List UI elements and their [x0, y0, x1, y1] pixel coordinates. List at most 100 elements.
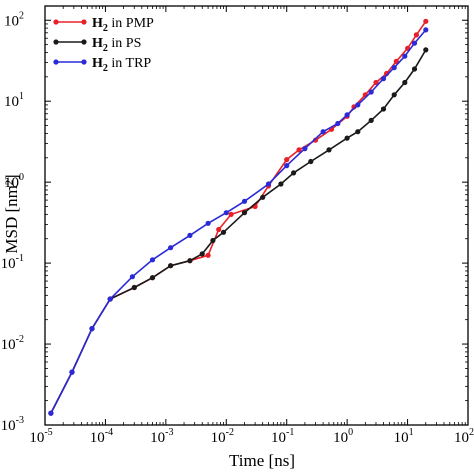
- data-point: [228, 211, 234, 217]
- legend-label: H2 in PS: [92, 36, 141, 54]
- data-point: [368, 117, 374, 123]
- x-tick-label: 10-1: [271, 427, 294, 446]
- data-point: [48, 410, 54, 416]
- data-point: [423, 18, 429, 24]
- data-point: [220, 229, 227, 235]
- y-tick-label: 102: [4, 10, 24, 29]
- data-point: [284, 163, 290, 169]
- data-point: [302, 146, 308, 152]
- y-tick-label: 10-3: [1, 415, 24, 434]
- legend-label-main: H: [92, 36, 103, 51]
- data-point: [423, 47, 429, 53]
- data-point: [402, 53, 408, 59]
- legend-label: H2 in TRP: [92, 56, 151, 74]
- data-point: [402, 79, 408, 86]
- y-tick-label: 10-2: [1, 334, 24, 353]
- data-point: [241, 210, 248, 216]
- y-axis-title-group: MSD [nm²]: [2, 174, 21, 253]
- x-tick-label: 10-3: [150, 427, 173, 446]
- y-axis-title: MSD [nm²]: [2, 174, 21, 253]
- data-point: [411, 66, 418, 72]
- data-point: [205, 252, 211, 258]
- data-point: [413, 32, 419, 38]
- data-point: [393, 58, 399, 64]
- y-tick-exp: 1: [19, 91, 24, 102]
- legend-entry: H2 in PMP: [53, 16, 154, 34]
- y-tick-base: 10: [4, 13, 19, 29]
- x-tick-exp: 2: [469, 427, 474, 438]
- legend-marker: [81, 59, 87, 65]
- x-tick-base: 10: [90, 430, 105, 446]
- data-point: [368, 89, 374, 95]
- x-tick-label: 10-4: [90, 427, 113, 446]
- series-line: [50, 49, 427, 414]
- y-tick-base: 10: [1, 418, 16, 434]
- data-point: [284, 157, 290, 163]
- data-point: [149, 257, 156, 263]
- legend-marker: [53, 39, 59, 45]
- series-layer: [48, 18, 429, 416]
- legend-label-sub: 2: [103, 43, 108, 54]
- x-tick-base: 10: [271, 430, 286, 446]
- x-tick-base: 10: [29, 430, 44, 446]
- data-point: [335, 120, 341, 127]
- legend-marker: [81, 39, 87, 45]
- data-point: [380, 106, 387, 112]
- x-tick-base: 10: [454, 430, 469, 446]
- legend-label-rest: in PS: [108, 36, 141, 51]
- data-point: [216, 226, 222, 233]
- data-point: [373, 79, 379, 86]
- series-line: [50, 20, 427, 414]
- x-axis-title: Time [ns]: [229, 451, 295, 470]
- x-tick-exp: -4: [105, 427, 113, 438]
- data-point: [168, 245, 174, 251]
- legend-label-sub: 2: [103, 23, 108, 34]
- data-point: [187, 232, 193, 238]
- series-0: [48, 18, 429, 416]
- data-point: [241, 198, 248, 204]
- data-point: [344, 112, 350, 118]
- y-tick-base: 10: [4, 94, 19, 110]
- legend-marker: [53, 59, 59, 65]
- x-tick-exp: -1: [286, 427, 294, 438]
- data-point: [149, 275, 156, 281]
- y-tick-exp: -2: [16, 334, 24, 345]
- legend-marker: [53, 19, 59, 25]
- data-point: [380, 76, 387, 82]
- y-tick-exp: 2: [19, 10, 24, 21]
- data-point: [355, 102, 361, 108]
- legend-label: H2 in PMP: [92, 16, 154, 34]
- x-tick-label: 10-5: [29, 427, 52, 446]
- data-point: [326, 147, 332, 153]
- y-tick-label: 10-1: [1, 253, 24, 272]
- legend-label-main: H: [92, 16, 103, 31]
- x-tick-exp: -5: [44, 427, 52, 438]
- legend-label-rest: in PMP: [108, 16, 154, 31]
- legend-entry: H2 in TRP: [53, 56, 151, 74]
- x-tick-base: 10: [150, 430, 165, 446]
- y-tick-exp: -1: [16, 253, 24, 264]
- data-point: [89, 326, 95, 332]
- x-tick-exp: -3: [165, 427, 173, 438]
- data-point: [391, 92, 397, 98]
- legend-label-rest: in TRP: [108, 56, 152, 71]
- data-point: [187, 258, 193, 264]
- data-point: [411, 40, 418, 46]
- data-point: [129, 274, 135, 280]
- data-point: [260, 194, 266, 200]
- tick-layer: 10-5 10-4 10-3 10-2 10-1 100 101 10210-310-210-…: [1, 6, 474, 446]
- data-point: [355, 129, 361, 135]
- x-tick-base: 10: [211, 430, 226, 446]
- data-point: [265, 181, 272, 187]
- data-point: [291, 170, 297, 176]
- data-point: [278, 181, 284, 187]
- data-point: [107, 296, 113, 302]
- data-point: [69, 369, 75, 375]
- data-point: [205, 220, 211, 226]
- data-point: [199, 251, 205, 257]
- data-point: [223, 210, 229, 216]
- x-tick-base: 10: [333, 430, 348, 446]
- x-tick-base: 10: [394, 430, 409, 446]
- legend-label-main: H: [92, 56, 103, 71]
